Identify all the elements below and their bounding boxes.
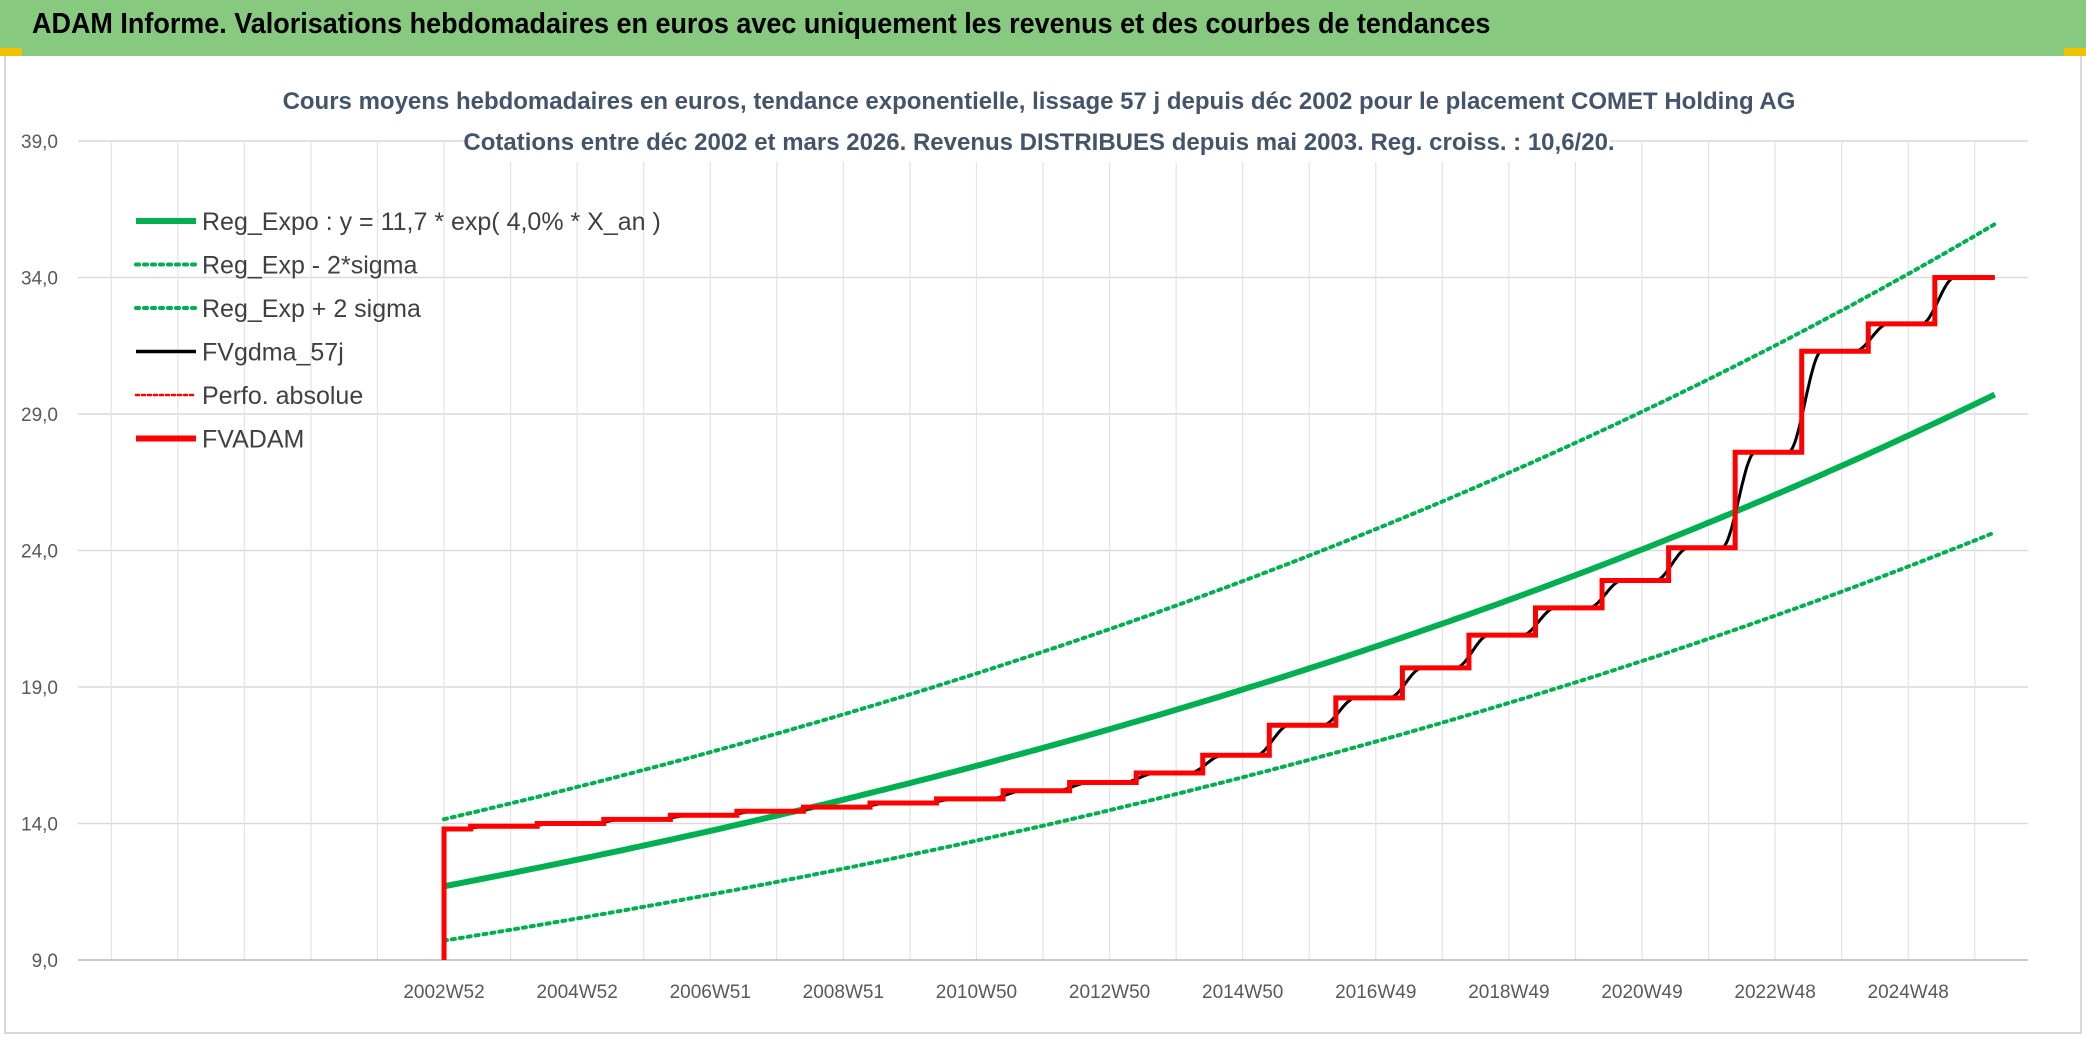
y-tick-label: 19,0: [21, 678, 58, 699]
corner-accent-left: [0, 48, 22, 56]
x-tick-label: 2020W49: [1601, 982, 1682, 1003]
reg-expo-line: [443, 391, 1997, 890]
legend-label: Reg_Exp + 2 sigma: [202, 295, 421, 323]
y-tick-label: 14,0: [21, 815, 58, 836]
x-tick-label: 2018W49: [1468, 982, 1549, 1003]
x-tick-label: 2008W51: [803, 982, 884, 1003]
chart-title-line-1: Cours moyens hebdomadaires en euros, ten…: [283, 88, 1796, 115]
y-tick-label: 34,0: [21, 269, 58, 290]
fvgdma-57j-line: [444, 276, 1995, 831]
report-header: ADAM Informe. Valorisations hebdomadaire…: [0, 0, 2086, 56]
title-bg-2: [470, 124, 1610, 162]
x-tick-label: 2014W50: [1202, 982, 1283, 1003]
corner-accent-right: [2064, 48, 2086, 56]
y-tick-label: 24,0: [21, 542, 58, 563]
x-tick-label: 2012W50: [1069, 982, 1150, 1003]
legend-label: FVgdma_57j: [202, 339, 344, 367]
y-tick-label: 29,0: [21, 405, 58, 426]
title-bg-1: [295, 82, 1785, 122]
chart-frame: [4, 56, 2082, 1034]
report-title: ADAM Informe. Valorisations hebdomadaire…: [32, 8, 1491, 40]
chart-title-line-2: Cotations entre déc 2002 et mars 2026. R…: [463, 129, 1614, 156]
chart-title-background: [295, 82, 1785, 162]
x-axis-ticks: 2002W52 2004W52 2006W51 2008W51 2010W50 2012W…: [403, 982, 1949, 1003]
x-tick-label: 2006W51: [670, 982, 751, 1003]
legend-label: FVADAM: [202, 426, 304, 454]
series-lines: [441, 222, 1997, 960]
x-tick-label: 2002W52: [403, 982, 484, 1003]
reg-exp-plus-2sigma-line: [442, 222, 1997, 822]
reg-exp-minus-2sigma-line: [442, 530, 1997, 943]
x-tick-label: 2004W52: [536, 982, 617, 1003]
x-tick-label: 2022W48: [1734, 982, 1815, 1003]
legend-label: Reg_Exp - 2*sigma: [202, 252, 417, 280]
y-tick-label: 39,0: [21, 132, 58, 153]
legend-label: Perfo. absolue: [202, 382, 363, 410]
gridlines: [78, 140, 2028, 961]
fvadam-line: [441, 275, 1995, 960]
x-tick-label: 2024W48: [1868, 982, 1949, 1003]
y-axis-ticks: 9,0 14,0 19,0 24,0 29,0 34,0 39,0: [21, 132, 58, 972]
legend[interactable]: Reg_Expo : y = 11,7 * exp( 4,0% * X_an )…: [134, 208, 661, 454]
legend-label: Reg_Expo : y = 11,7 * exp( 4,0% * X_an ): [202, 208, 661, 236]
x-tick-label: 2016W49: [1335, 982, 1416, 1003]
x-tick-label: 2010W50: [936, 982, 1017, 1003]
y-tick-label: 9,0: [32, 951, 58, 972]
